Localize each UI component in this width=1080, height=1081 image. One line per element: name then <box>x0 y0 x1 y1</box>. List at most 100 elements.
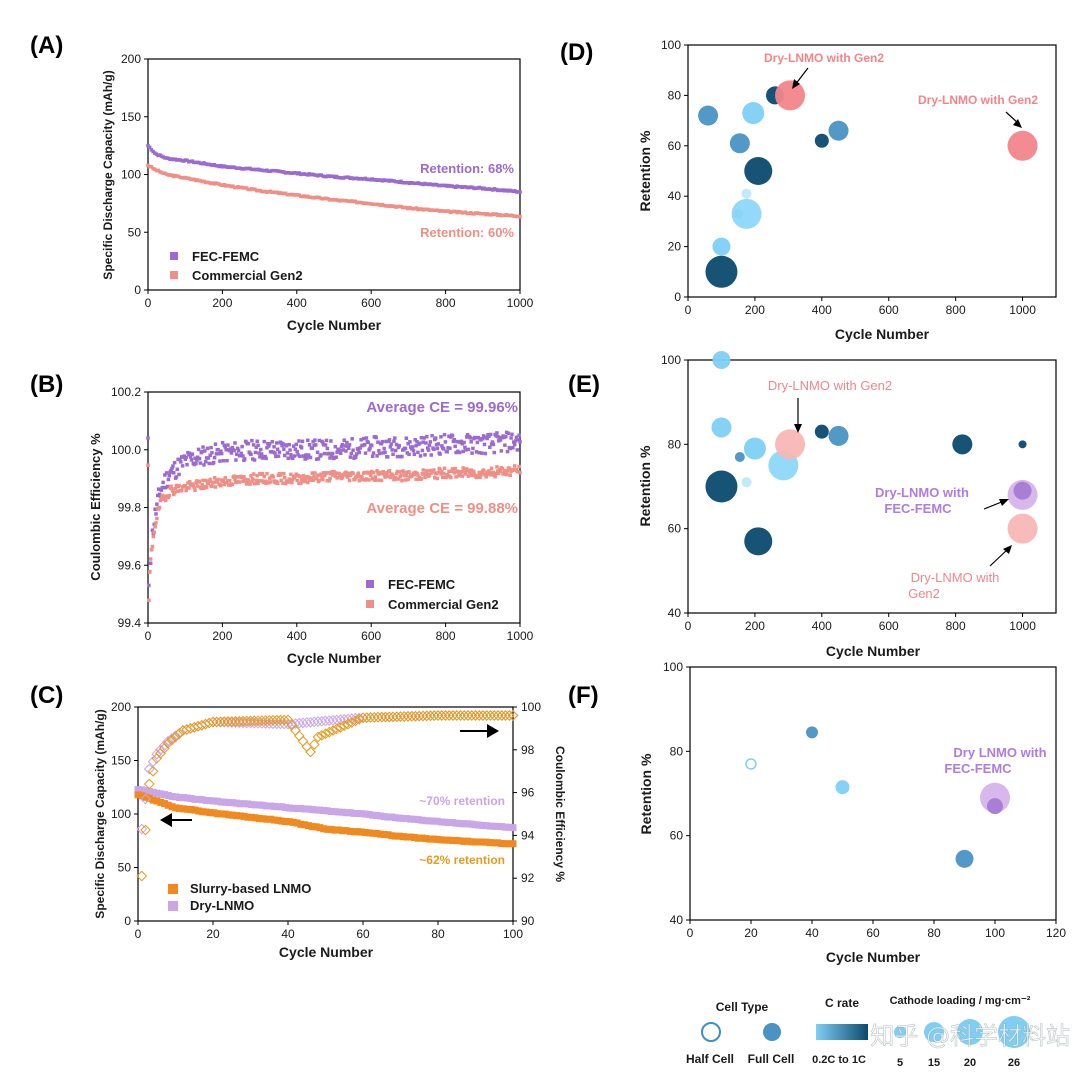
data-point <box>397 444 402 448</box>
data-point <box>370 477 375 481</box>
data-point <box>338 473 343 478</box>
data-point <box>487 469 491 473</box>
data-point <box>183 794 191 802</box>
panel-f-label: (F) <box>568 682 599 709</box>
data-point <box>275 481 280 486</box>
data-point <box>232 474 236 478</box>
ce-point <box>248 715 260 727</box>
data-point <box>270 802 278 810</box>
data-point <box>213 442 218 446</box>
data-point <box>466 474 471 478</box>
data-point <box>490 440 495 444</box>
data-point <box>310 446 314 451</box>
panel-c-label: (C) <box>30 682 63 709</box>
data-point <box>382 446 386 451</box>
ce-point <box>143 778 155 790</box>
data-point <box>170 466 174 471</box>
y-tick-label: 60 <box>668 522 682 536</box>
data-point <box>292 454 297 458</box>
data-point <box>298 481 303 486</box>
panel-c-arrow-left <box>160 813 192 827</box>
x-tick-label: 0 <box>145 629 152 643</box>
data-point <box>243 457 247 461</box>
data-point <box>245 480 250 485</box>
data-point <box>153 797 161 805</box>
data-point <box>279 441 283 445</box>
data-point <box>321 477 325 482</box>
y2-tick-label: 100 <box>521 700 541 714</box>
data-point <box>413 470 417 475</box>
y2-tick-label: 94 <box>521 828 535 842</box>
data-point <box>414 443 418 448</box>
data-point <box>387 438 392 442</box>
data-point <box>432 447 436 452</box>
data-point <box>407 815 415 823</box>
x-tick-label: 200 <box>745 303 765 317</box>
data-point <box>342 809 350 817</box>
data-point <box>218 459 222 463</box>
data-point <box>475 821 483 829</box>
data-point <box>157 790 165 798</box>
panel-a-xlabel: Cycle Number <box>287 317 382 333</box>
data-point <box>203 484 207 489</box>
data-point <box>265 471 269 476</box>
y-tick-label: 60 <box>670 829 684 843</box>
data-point <box>413 438 417 442</box>
data-point <box>150 544 155 549</box>
data-point <box>154 521 158 525</box>
key-loading-26: 26 <box>1008 1057 1020 1069</box>
ce-point <box>143 763 155 775</box>
y-tick-label: 20 <box>668 240 682 254</box>
data-point <box>505 469 510 473</box>
ce-point <box>297 735 309 747</box>
data-point <box>249 452 253 457</box>
data-point <box>280 472 284 476</box>
x-tick-label: 60 <box>356 927 370 941</box>
data-point <box>375 454 379 458</box>
data-point <box>251 814 259 822</box>
data-point <box>210 809 218 817</box>
data-point <box>327 807 335 815</box>
data-point <box>179 488 184 493</box>
ce-point <box>455 710 466 721</box>
data-point <box>300 479 305 484</box>
data-point <box>426 817 434 825</box>
data-point <box>255 439 259 444</box>
data-point <box>498 840 506 848</box>
x-tick-label: 400 <box>812 619 832 633</box>
data-point <box>377 448 381 453</box>
bubble <box>711 417 732 438</box>
data-point <box>307 442 312 447</box>
data-point <box>416 450 420 455</box>
data-point <box>219 484 223 488</box>
data-point <box>441 836 449 844</box>
key-loading-15: 15 <box>928 1057 940 1069</box>
data-point <box>486 839 494 847</box>
data-point <box>233 477 237 482</box>
ce-point <box>410 710 421 722</box>
y2-tick-label: 96 <box>521 786 535 800</box>
data-point <box>423 453 427 457</box>
bubble <box>744 527 773 556</box>
data-point <box>380 830 388 838</box>
data-point <box>229 451 234 455</box>
data-point <box>176 804 184 812</box>
data-point <box>347 478 352 483</box>
data-point <box>182 454 187 458</box>
data-point <box>395 469 400 474</box>
data-point <box>446 473 450 478</box>
y-tick-label: 100 <box>661 353 681 367</box>
data-point <box>457 450 462 455</box>
panel-a-legend-gen2: Commercial Gen2 <box>192 268 303 283</box>
data-point <box>383 450 387 455</box>
data-point <box>228 447 233 451</box>
data-point <box>279 478 283 483</box>
data-point <box>240 812 248 820</box>
data-point <box>211 480 216 485</box>
data-point <box>242 475 246 479</box>
data-point <box>409 445 413 449</box>
data-point <box>248 801 256 809</box>
data-point <box>297 481 301 486</box>
x-tick-label: 0 <box>685 303 692 317</box>
data-point <box>236 800 244 808</box>
